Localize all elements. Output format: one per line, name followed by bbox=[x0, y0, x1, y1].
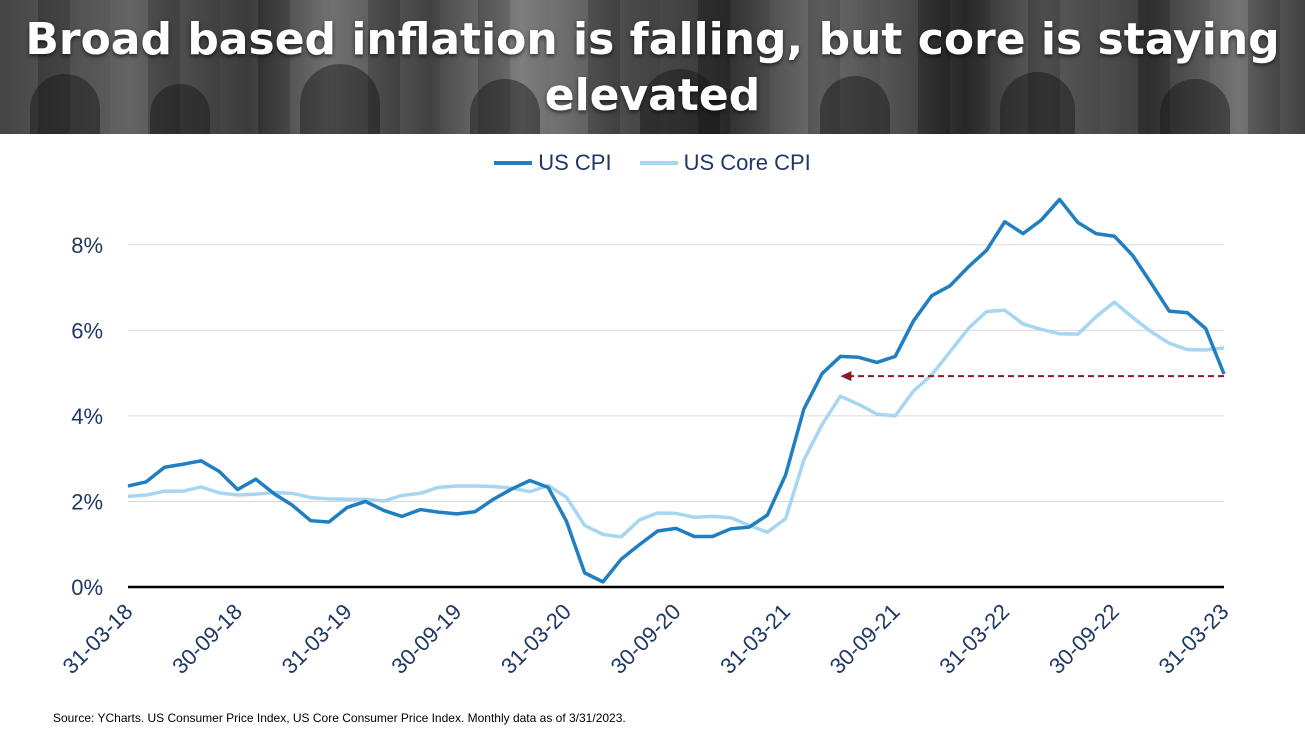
y-tick-label: 8% bbox=[71, 233, 103, 258]
chart-legend: US CPI US Core CPI bbox=[0, 150, 1305, 176]
banner-person-silhouette bbox=[30, 74, 100, 134]
source-note: Source: YCharts. US Consumer Price Index… bbox=[53, 711, 626, 725]
banner-person-silhouette bbox=[640, 69, 720, 134]
x-tick-label: 31-03-20 bbox=[496, 599, 576, 679]
y-tick-label: 0% bbox=[71, 575, 103, 600]
banner-photo-texture bbox=[0, 0, 1305, 134]
annotation-arrowhead bbox=[840, 371, 852, 382]
x-tick-label: 30-09-20 bbox=[606, 599, 686, 679]
x-tick-label: 31-03-21 bbox=[715, 599, 795, 679]
header-banner: Broad based inflation is falling, but co… bbox=[0, 0, 1305, 134]
legend-label-core: US Core CPI bbox=[683, 150, 811, 175]
cpi-line bbox=[127, 197, 1226, 584]
x-tick-label: 30-09-19 bbox=[386, 599, 466, 679]
page-title: Broad based inflation is falling, but co… bbox=[25, 14, 1280, 121]
legend-item-core: US Core CPI bbox=[639, 150, 811, 176]
x-tick-label: 30-09-21 bbox=[825, 599, 905, 679]
banner-person-silhouette bbox=[300, 64, 380, 134]
banner-person-silhouette bbox=[150, 84, 210, 134]
x-tick-label: 30-09-22 bbox=[1044, 599, 1124, 679]
x-tick-label: 31-03-18 bbox=[58, 599, 138, 679]
y-tick-label: 2% bbox=[71, 489, 103, 514]
core-cpi-line bbox=[127, 300, 1225, 539]
y-tick-label: 6% bbox=[71, 318, 103, 343]
banner-person-silhouette bbox=[820, 76, 890, 134]
banner-person-silhouette bbox=[470, 79, 540, 134]
x-tick-label: 31-03-19 bbox=[277, 599, 357, 679]
legend-item-cpi: US CPI bbox=[494, 150, 612, 176]
legend-label-cpi: US CPI bbox=[538, 150, 612, 175]
legend-swatch-cpi bbox=[494, 161, 533, 165]
legend-swatch-core bbox=[639, 161, 678, 165]
banner-person-silhouette bbox=[1000, 72, 1075, 134]
x-tick-label: 31-03-22 bbox=[934, 599, 1014, 679]
line-chart: 0% 2% 4% 6% 8% 31-03-18 30-09-18 31-03-19 30-09… bbox=[58, 197, 1234, 679]
x-tick-label: 30-09-18 bbox=[167, 599, 247, 679]
banner-person-silhouette bbox=[1160, 79, 1230, 134]
x-tick-label: 31-03-23 bbox=[1154, 599, 1234, 679]
y-tick-label: 4% bbox=[71, 404, 103, 429]
